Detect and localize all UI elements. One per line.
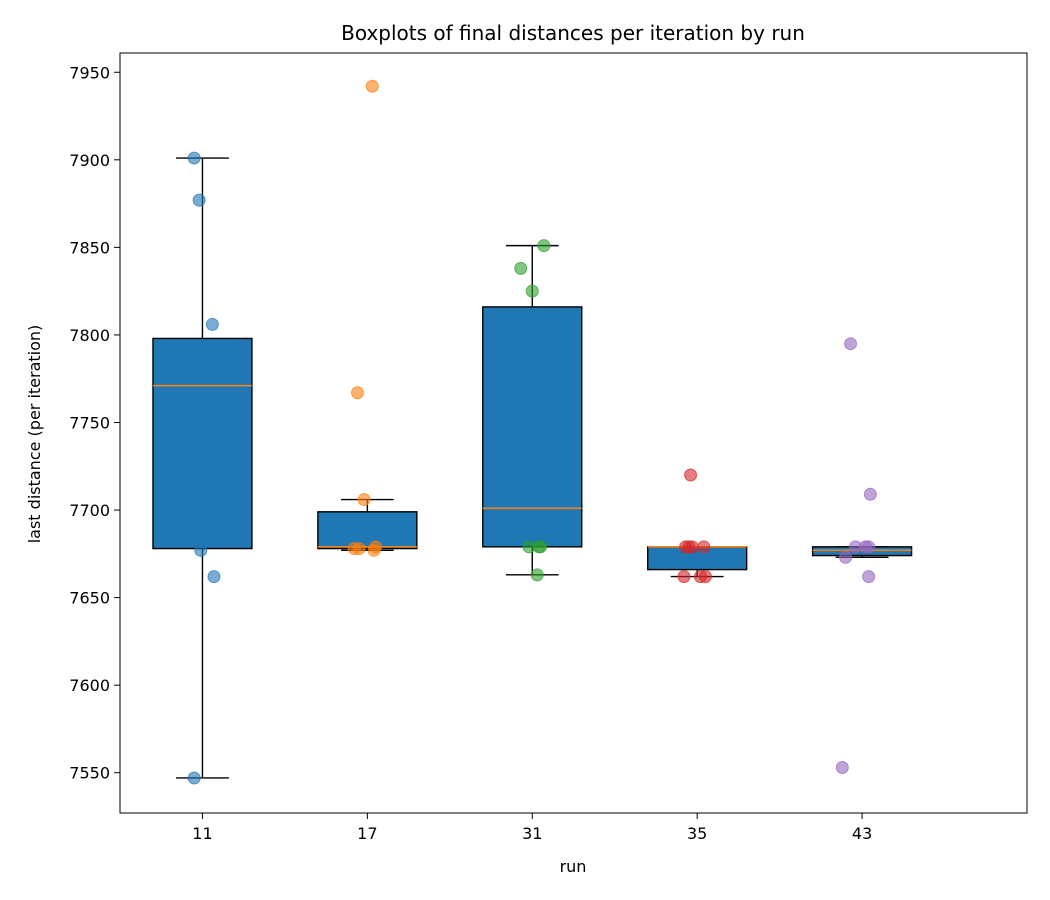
y-tick-label: 7750 — [69, 413, 110, 432]
data-point — [525, 284, 539, 298]
data-point — [858, 540, 872, 554]
data-point — [835, 760, 849, 774]
x-axis: 11 17 31 35 43 — [192, 813, 872, 843]
box — [317, 511, 418, 550]
data-point — [192, 193, 206, 207]
x-tick-label: 17 — [357, 824, 377, 843]
data-point — [698, 570, 712, 584]
y-axis-label: last distance (per iteration) — [25, 325, 44, 544]
x-tick-label: 11 — [192, 824, 212, 843]
y-tick-label: 7850 — [69, 238, 110, 257]
box — [482, 306, 583, 548]
data-point — [844, 337, 858, 351]
data-point — [205, 317, 219, 331]
data-point — [367, 543, 381, 557]
data-point — [207, 570, 221, 584]
box-group-31 — [482, 244, 583, 576]
data-point — [187, 771, 201, 785]
data-point — [534, 540, 548, 554]
data-point — [685, 540, 699, 554]
box-group-11 — [152, 157, 253, 779]
data-point — [537, 239, 551, 253]
box — [152, 337, 253, 550]
box-group-17 — [317, 498, 418, 552]
data-point — [187, 151, 201, 165]
data-point — [357, 493, 371, 507]
plot-area — [152, 79, 913, 785]
data-point — [863, 487, 877, 501]
x-tick-label: 35 — [687, 824, 707, 843]
y-tick-label: 7650 — [69, 589, 110, 608]
points-11 — [187, 151, 221, 785]
y-tick-label: 7950 — [69, 63, 110, 82]
data-point — [514, 261, 528, 275]
data-point — [684, 468, 698, 482]
y-tick-label: 7600 — [69, 676, 110, 695]
y-tick-label: 7900 — [69, 151, 110, 170]
points-43 — [835, 337, 877, 774]
points-31 — [514, 239, 551, 582]
points-17 — [347, 79, 383, 557]
x-axis-label: run — [560, 857, 587, 876]
plot-frame — [119, 52, 1028, 814]
y-tick-label: 7700 — [69, 501, 110, 520]
y-axis: 7550 7600 7650 7700 7750 7800 7850 7900 7950 — [69, 63, 120, 783]
y-tick-label: 7550 — [69, 764, 110, 783]
data-point — [365, 79, 379, 93]
y-tick-label: 7800 — [69, 326, 110, 345]
data-point — [350, 386, 364, 400]
data-point — [677, 570, 691, 584]
x-tick-label: 31 — [522, 824, 542, 843]
x-tick-label: 43 — [852, 824, 872, 843]
data-point — [347, 542, 361, 556]
data-point — [862, 570, 876, 584]
chart-title: Boxplots of final distances per iteratio… — [341, 21, 805, 45]
data-point — [530, 568, 544, 582]
points-35 — [677, 468, 712, 584]
data-point — [697, 540, 711, 554]
data-point — [839, 550, 853, 564]
data-point — [194, 543, 208, 557]
